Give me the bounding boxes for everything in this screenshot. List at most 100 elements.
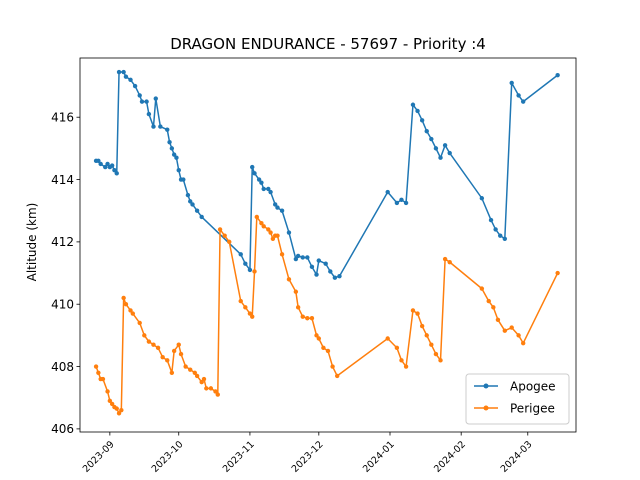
data-point	[128, 77, 133, 83]
data-point	[419, 118, 425, 123]
data-point	[96, 158, 101, 164]
data-point	[316, 336, 322, 341]
data-point	[121, 295, 126, 301]
data-point	[429, 342, 434, 347]
data-point	[215, 392, 220, 397]
data-point	[385, 336, 390, 341]
data-point	[190, 202, 195, 207]
data-point	[419, 323, 425, 329]
data-point	[146, 339, 152, 344]
data-point	[121, 69, 126, 75]
data-point	[256, 177, 262, 182]
data-point	[123, 302, 129, 307]
data-point	[238, 252, 243, 257]
data-point	[488, 217, 494, 223]
legend-item-perigee: Perigee	[474, 401, 555, 415]
data-point	[394, 345, 400, 351]
data-point	[165, 358, 170, 363]
data-point	[305, 255, 310, 260]
data-point	[520, 340, 526, 346]
data-point	[259, 180, 264, 185]
data-point	[293, 256, 299, 262]
data-point	[155, 345, 161, 351]
data-point	[300, 314, 305, 319]
data-point	[188, 367, 193, 372]
legend-label: Apogee	[510, 379, 556, 393]
data-point	[181, 177, 186, 182]
series-perigee	[93, 214, 560, 416]
data-point	[498, 233, 503, 238]
chart-title: DRAGON ENDURANCE - 57697 - Priority :4	[170, 35, 486, 53]
data-point	[516, 333, 521, 338]
data-point	[394, 200, 400, 206]
data-point	[309, 316, 315, 321]
data-point	[178, 351, 184, 357]
data-point	[188, 199, 193, 204]
legend: Apogee Perigee	[465, 373, 570, 425]
data-point	[247, 311, 253, 316]
data-point	[275, 233, 280, 238]
data-point	[222, 233, 227, 238]
data-point	[314, 333, 319, 338]
legend-swatch-marker	[483, 383, 489, 389]
data-point	[438, 155, 443, 160]
data-point	[96, 370, 101, 375]
data-point	[509, 80, 514, 86]
data-point	[279, 208, 285, 213]
data-point	[293, 289, 299, 294]
data-point	[93, 364, 99, 369]
data-point	[261, 224, 266, 229]
data-point	[270, 236, 276, 241]
data-point	[171, 348, 177, 354]
legend-label: Perigee	[510, 401, 555, 415]
data-point	[201, 376, 207, 382]
data-point	[403, 364, 409, 369]
data-point	[385, 189, 390, 195]
data-point	[295, 253, 301, 259]
data-point	[502, 328, 508, 333]
data-point	[486, 298, 491, 304]
data-point	[171, 152, 177, 157]
data-point	[316, 258, 322, 263]
data-point	[103, 164, 108, 170]
data-point	[192, 370, 198, 375]
data-point	[119, 407, 124, 413]
data-point	[144, 99, 149, 104]
data-point	[479, 286, 485, 291]
data-point	[114, 406, 119, 411]
data-point	[167, 139, 172, 145]
data-point	[438, 358, 443, 363]
data-point	[128, 308, 133, 313]
data-point	[493, 227, 498, 232]
data-point	[433, 146, 439, 151]
data-point	[330, 364, 335, 369]
data-point	[268, 230, 273, 235]
data-point	[433, 351, 439, 357]
data-point	[520, 99, 526, 104]
plot-frame	[79, 57, 577, 433]
data-point	[447, 150, 452, 156]
data-point	[275, 205, 280, 210]
data-point	[100, 376, 106, 382]
y-tick-label: 410	[51, 298, 74, 312]
data-point	[415, 311, 420, 316]
data-point	[399, 197, 404, 203]
data-point	[325, 348, 331, 354]
data-point	[217, 227, 223, 232]
data-point	[314, 272, 319, 277]
data-point	[176, 342, 181, 347]
data-point	[107, 398, 113, 404]
data-point	[266, 186, 271, 192]
data-point	[169, 146, 175, 151]
data-point	[252, 171, 257, 176]
data-point	[158, 124, 163, 129]
data-point	[194, 208, 200, 213]
data-point	[199, 214, 204, 220]
data-point	[243, 261, 248, 266]
data-point	[491, 305, 496, 310]
data-point	[415, 108, 420, 114]
data-point	[252, 269, 257, 274]
data-point	[132, 83, 138, 89]
data-point	[429, 136, 434, 142]
